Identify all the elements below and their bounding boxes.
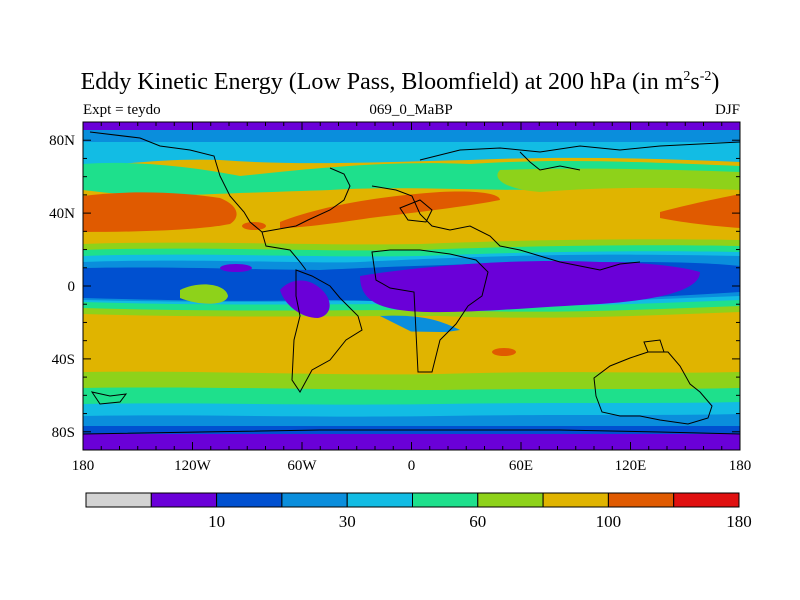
contour-field — [83, 122, 740, 450]
coast-island-a — [90, 391, 128, 405]
coastlines — [83, 131, 740, 435]
y-tick-label: 40S — [52, 352, 75, 368]
y-tick-label: 80S — [52, 425, 75, 441]
colorbar-box — [673, 492, 740, 508]
field-tropics-purple-east — [360, 260, 700, 313]
x-tick-label: 60E — [509, 458, 533, 474]
colorbar-box — [477, 492, 544, 508]
y-tick-label: 0 — [68, 279, 76, 295]
field-jet-eastpac — [660, 194, 740, 228]
x-tick-label: 60W — [287, 458, 317, 474]
colorbar-label: 180 — [726, 512, 752, 531]
colorbar-box — [216, 492, 283, 508]
experiment-label: Expt = teydo — [83, 102, 161, 118]
colorbar-box — [281, 492, 348, 508]
coast-eurasia — [371, 185, 641, 271]
axis-ticks: 180 120W 60W 0 60E 120E 180 80N 40N 0 40S 80S — [49, 121, 752, 474]
y-tick-label: 40N — [49, 206, 75, 222]
field-north-band-b — [83, 142, 740, 168]
colorbar-box — [85, 492, 152, 508]
field-south-blob — [492, 348, 516, 356]
field-north-lime — [497, 168, 740, 192]
colorbar-box — [150, 492, 218, 508]
coast-antarctica — [83, 429, 740, 435]
plot-title: Eddy Kinetic Energy (Low Pass, Bloomfiel… — [80, 69, 720, 95]
coast-island-b — [643, 339, 665, 353]
field-tropics-midblue-atl — [380, 315, 460, 336]
coast-arctic — [419, 141, 740, 161]
field-jet-pacific — [83, 192, 237, 232]
x-tick-label: 120W — [174, 458, 212, 474]
colorbar-label: 10 — [208, 512, 225, 531]
colorbar-box — [346, 492, 414, 508]
colorbar-label: 30 — [339, 512, 356, 531]
field-south-yellow — [83, 325, 740, 384]
x-tick-label: 180 — [729, 458, 752, 474]
field-tropics-purple-small — [220, 264, 252, 272]
colorbar-box — [412, 492, 479, 508]
field-north-band-a — [83, 130, 740, 144]
x-tick-label: 180 — [72, 458, 95, 474]
field-tropics-purple-amazon — [280, 280, 330, 318]
colorbar-label: 100 — [596, 512, 622, 531]
coast-europe — [399, 199, 433, 223]
coast-south-america — [291, 269, 363, 393]
colorbar-label: 60 — [469, 512, 486, 531]
field-jet-atlantic — [280, 191, 500, 228]
field-tropics-lime-pac — [180, 284, 228, 304]
x-tick-label: 0 — [408, 458, 416, 474]
coast-australia — [593, 351, 713, 425]
colorbar: 10 30 60 100 180 — [85, 492, 752, 531]
field-jet-blob — [242, 222, 266, 230]
colorbar-box — [607, 492, 675, 508]
field-south-blue — [83, 426, 740, 436]
y-tick-label: 80N — [49, 133, 75, 149]
coast-north-america-east — [261, 167, 351, 233]
coast-africa — [371, 249, 489, 373]
coast-asia-north — [519, 151, 581, 171]
season-label: DJF — [714, 102, 740, 118]
run-id-label: 069_0_MaBP — [369, 102, 453, 118]
coast-north-america — [89, 131, 307, 271]
colorbar-box — [542, 492, 609, 508]
x-tick-label: 120E — [615, 458, 647, 474]
